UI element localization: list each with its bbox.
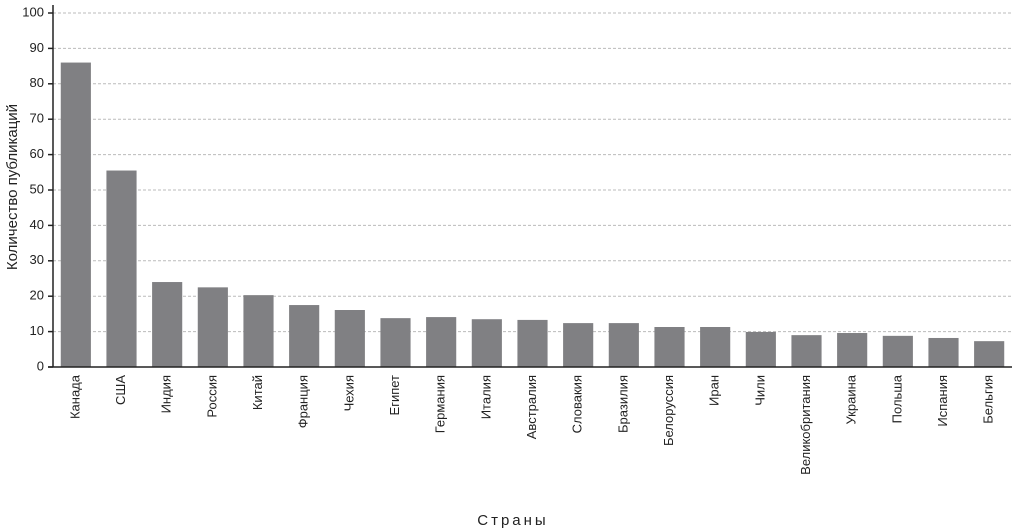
bar (882, 335, 913, 367)
bar (289, 305, 320, 367)
y-tick-label: 60 (30, 146, 44, 161)
x-tick-label: Белоруссия (661, 375, 676, 446)
bar (471, 319, 502, 367)
bar (426, 317, 457, 367)
x-tick-label: Бельгия (981, 375, 996, 424)
y-tick-label: 80 (30, 75, 44, 90)
bar (334, 310, 365, 367)
y-tick-label: 90 (30, 40, 44, 55)
x-tick-label: Индия (159, 375, 174, 413)
x-tick-label: Австралия (524, 375, 539, 439)
x-tick-label: Чехия (341, 375, 356, 411)
y-tick-label: 50 (30, 181, 44, 196)
bar (700, 326, 731, 367)
bar (563, 323, 594, 367)
bar (243, 295, 274, 367)
x-tick-label: Россия (204, 375, 219, 418)
y-tick-label: 70 (30, 111, 44, 126)
x-tick-label: Египет (387, 375, 402, 416)
bar (517, 319, 548, 367)
x-tick-label: Китай (250, 375, 265, 410)
x-tick-label: США (113, 375, 128, 405)
bar (608, 323, 639, 367)
bar (380, 318, 411, 367)
x-tick-label: Германия (433, 375, 448, 433)
y-axis-label: Количество публикаций (4, 104, 21, 270)
x-tick-label: Бразилия (615, 375, 630, 433)
x-tick-label: Франция (296, 375, 311, 428)
y-tick-label: 40 (30, 217, 44, 232)
bar (791, 335, 822, 367)
bar (152, 282, 183, 367)
bar (654, 326, 685, 367)
y-tick-label: 30 (30, 252, 44, 267)
x-tick-label: Испания (935, 375, 950, 427)
y-tick-label: 100 (22, 4, 44, 19)
bar (745, 331, 776, 367)
y-tick-label: 20 (30, 288, 44, 303)
x-tick-label: Словакия (570, 375, 585, 433)
x-tick-label: Польша (889, 374, 904, 423)
x-tick-label: Чили (752, 375, 767, 406)
x-tick-label: Великобритания (798, 375, 813, 475)
y-tick-label: 10 (30, 323, 44, 338)
x-tick-label: Канада (67, 374, 82, 419)
y-tick-label: 0 (37, 358, 44, 373)
bar (974, 341, 1005, 367)
x-tick-label: Италия (478, 375, 493, 419)
bar (106, 170, 137, 367)
bar (837, 333, 868, 367)
x-tick-label: Иран (707, 375, 722, 406)
bar (60, 62, 91, 368)
bar (197, 287, 228, 367)
x-tick-label: Украина (844, 374, 859, 424)
bar (928, 337, 959, 367)
x-axis-label: Страны (477, 512, 548, 529)
